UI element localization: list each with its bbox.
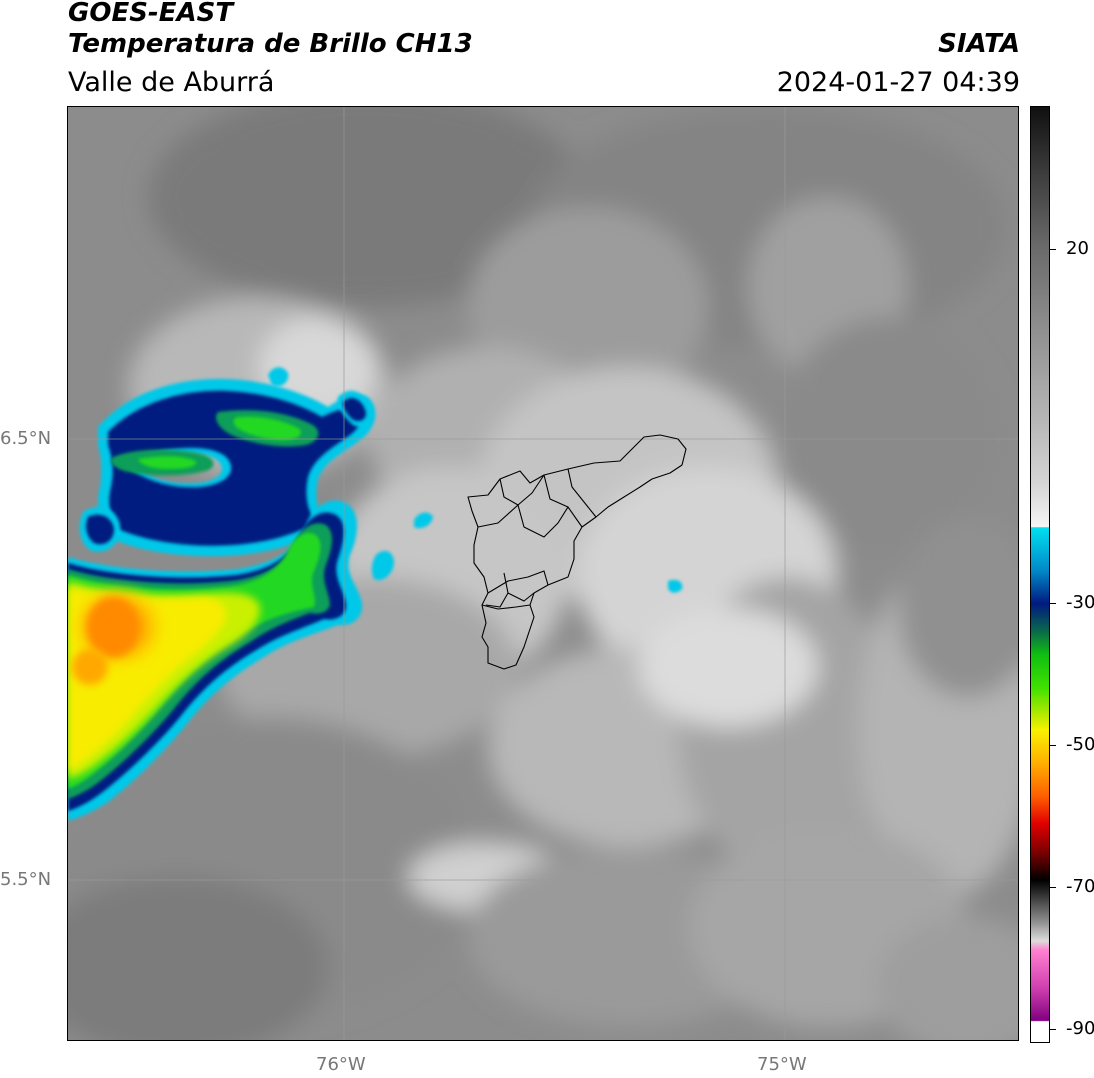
municipal-line <box>517 504 583 538</box>
organization-name: SIATA <box>938 29 1020 59</box>
colorbar-label-minus-70: -70 <box>1066 876 1094 897</box>
valley-outline <box>467 434 687 670</box>
colorbar <box>1030 106 1050 1043</box>
colorbar-label-20: 20 <box>1066 238 1089 259</box>
product-title: Temperatura de Brillo CH13 <box>68 29 473 59</box>
colorbar-gradient <box>1031 107 1049 1042</box>
municipal-line <box>481 604 531 610</box>
municipal-line <box>567 468 597 518</box>
municipal-line <box>507 592 535 602</box>
colorbar-tick <box>1050 249 1056 250</box>
longitude-label-76w: 76°W <box>316 1054 366 1075</box>
colorbar-svg <box>1031 107 1049 1042</box>
timestamp: 2024-01-27 04:39 <box>776 67 1020 98</box>
colorbar-label-minus-90: -90 <box>1066 1018 1094 1039</box>
cold-cloud-ring <box>79 367 376 557</box>
municipal-boundaries <box>467 434 687 670</box>
latitude-label-6-5n: 6.5°N <box>0 428 52 449</box>
satellite-map <box>67 106 1019 1041</box>
graticule <box>68 107 1018 1040</box>
longitude-label-75w: 75°W <box>757 1054 807 1075</box>
cold-cloud-mass <box>68 500 363 821</box>
municipal-line <box>477 504 519 528</box>
latitude-label-5-5n: 5.5°N <box>0 869 52 890</box>
municipal-line <box>543 474 569 508</box>
colorbar-tick <box>1050 745 1056 746</box>
region-name: Valle de Aburrá <box>68 67 275 98</box>
satellite-name: GOES-EAST <box>68 0 234 28</box>
colorbar-tick <box>1050 603 1056 604</box>
colorbar-label-minus-30: -30 <box>1066 592 1094 613</box>
colorbar-label-minus-50: -50 <box>1066 734 1094 755</box>
map-svg <box>68 107 1018 1040</box>
isolated-cold-cells <box>371 512 683 593</box>
municipal-line <box>487 570 549 594</box>
municipal-line <box>485 572 509 608</box>
colorbar-tick <box>1050 1029 1056 1030</box>
colorbar-tick <box>1050 887 1056 888</box>
